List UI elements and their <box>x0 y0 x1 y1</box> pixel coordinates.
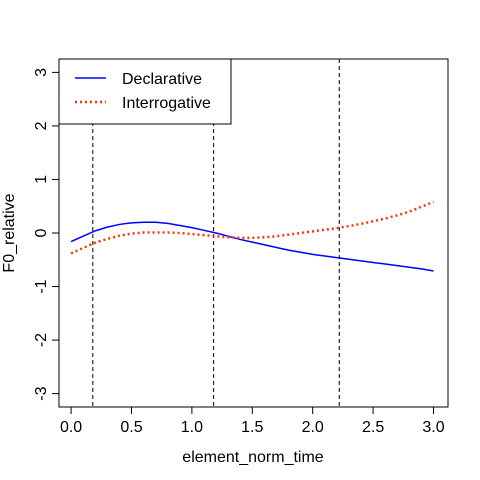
x-tick-label: 1.0 <box>181 419 203 436</box>
x-axis: 0.0 0.5 1.0 1.5 2.0 2.5 3.0 <box>60 406 445 436</box>
x-tick-label: 0.0 <box>60 419 82 436</box>
x-axis-label: element_norm_time <box>182 449 324 466</box>
x-tick-label: 0.5 <box>120 419 142 436</box>
legend-label-declarative: Declarative <box>122 71 202 88</box>
series-line-interrogative <box>70 200 434 255</box>
y-tick-label: -3 <box>33 386 50 400</box>
y-axis: -3 -2 -1 0 1 2 3 <box>33 68 60 401</box>
y-tick-label: 2 <box>33 121 50 130</box>
y-tick-label: 1 <box>33 175 50 184</box>
legend: Declarative Interrogative <box>58 58 232 125</box>
y-tick-label: 3 <box>33 68 50 77</box>
x-tick-label: 2.0 <box>302 419 324 436</box>
y-axis-label: F0_relative <box>1 193 18 272</box>
legend-box <box>58 58 232 125</box>
series-line-declarative <box>70 221 434 272</box>
legend-label-interrogative: Interrogative <box>122 95 211 112</box>
y-tick-label: -1 <box>33 279 50 293</box>
series-group <box>70 200 434 272</box>
y-tick-label: 0 <box>33 228 50 237</box>
y-tick-label: -2 <box>33 333 50 347</box>
x-tick-label: 2.5 <box>362 419 384 436</box>
x-tick-label: 3.0 <box>422 419 444 436</box>
x-tick-label: 1.5 <box>241 419 263 436</box>
